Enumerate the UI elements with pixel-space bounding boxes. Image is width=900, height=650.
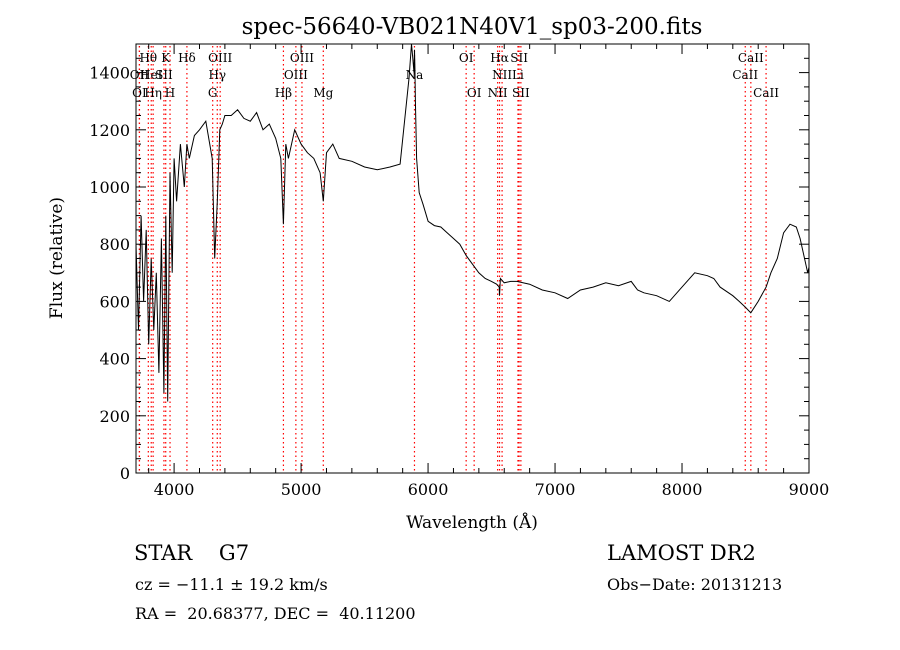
y-tick-label: 1400 <box>89 64 130 83</box>
spectral-line-label: OI <box>467 86 482 100</box>
spectral-line-label: K <box>161 51 171 65</box>
x-tick-label: 8000 <box>662 480 703 499</box>
spectral-line-label: OIII <box>284 68 308 82</box>
spectral-line-label: Hδ <box>178 51 196 65</box>
y-axis-ticks: 0 200 400 600 800 1000 1200 1400 <box>89 43 809 483</box>
y-tick-label: 400 <box>99 350 130 369</box>
spectral-line-label: OIII <box>208 51 232 65</box>
y-tick-label: 600 <box>99 292 130 311</box>
spectral-line-label: SII <box>512 86 530 100</box>
y-tick-label: 0 <box>120 464 130 483</box>
y-tick-label: 1000 <box>89 178 130 197</box>
observation-date: Obs−Date: 20131213 <box>607 575 783 594</box>
spectral-line-label: NII <box>492 68 512 82</box>
spectral-line-label: Hθ <box>139 51 157 65</box>
spectral-line-label: Na <box>406 68 424 82</box>
x-tick-label: 9000 <box>789 480 830 499</box>
y-tick-label: 200 <box>99 407 130 426</box>
spectral-line-label: CaII <box>753 86 779 100</box>
chart-title: spec-56640-VB021N40V1_sp03-200.fits <box>242 14 703 40</box>
spectral-line-label: Hη <box>144 86 162 100</box>
spectrum-series-line <box>135 43 810 402</box>
spectral-line-label: G <box>208 86 218 100</box>
x-axis-ticks: 4000 5000 6000 7000 8000 9000 <box>148 44 830 499</box>
x-tick-label: 5000 <box>281 480 322 499</box>
spectral-line-label: H <box>165 86 175 100</box>
spectral-line-label: CaII <box>738 51 764 65</box>
plot-frame <box>135 43 810 474</box>
spectral-line-label: SII <box>510 51 528 65</box>
spectral-line-label: Hα <box>490 51 509 65</box>
spectral-line-label: OII <box>130 68 150 82</box>
spectral-line-label: CaII <box>732 68 758 82</box>
x-tick-label: 6000 <box>408 480 449 499</box>
survey-name: LAMOST DR2 <box>607 541 756 565</box>
spectral-line-label: NII <box>488 86 508 100</box>
ra-dec: RA = 20.68377, DEC = 40.11200 <box>135 604 416 623</box>
y-axis-label: Flux (relative) <box>47 197 67 319</box>
y-tick-label: 1200 <box>89 121 130 140</box>
x-axis-label: Wavelength (Å) <box>406 512 538 533</box>
spectral-line-labels: Hθ OII OI HeI Hη K SII H Hδ OIII Hγ G Hβ OIII OIII Mg Na… <box>130 51 779 100</box>
spectral-line-label: Hβ <box>275 86 292 100</box>
spectral-line-label: OIII <box>290 51 314 65</box>
redshift-cz: cz = −11.1 ± 19.2 km/s <box>135 575 328 594</box>
spectral-line-label: SII <box>155 68 173 82</box>
object-class: STAR G7 <box>134 541 250 565</box>
x-tick-label: 7000 <box>535 480 576 499</box>
spectral-line-label: HeI <box>140 68 163 82</box>
spectral-line-label: Hγ <box>208 68 226 82</box>
spectral-line-label: Mg <box>313 86 333 100</box>
x-tick-label: 4000 <box>154 480 195 499</box>
y-tick-label: 800 <box>99 235 130 254</box>
spectral-line-label: OI <box>459 51 474 65</box>
spectral-line-label: Li <box>512 68 524 82</box>
spectral-line-markers <box>138 46 767 473</box>
